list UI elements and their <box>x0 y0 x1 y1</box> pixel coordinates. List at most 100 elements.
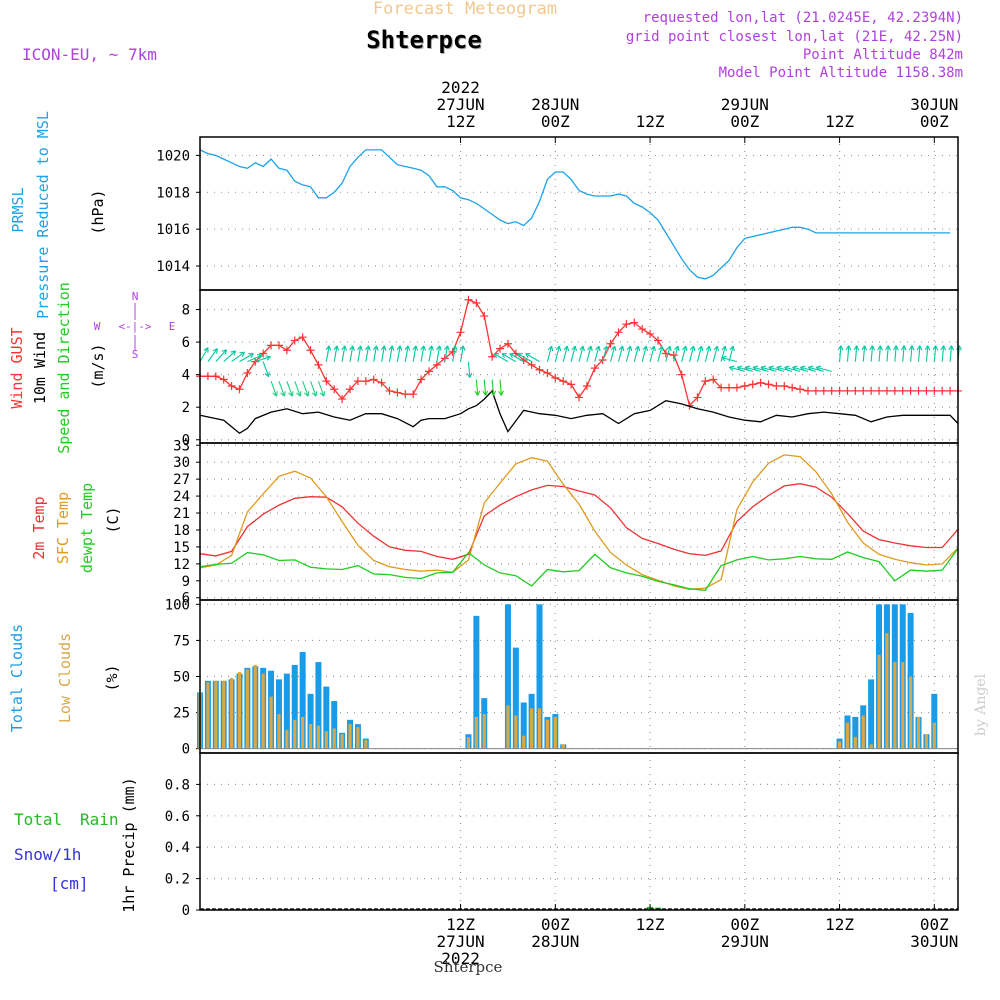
gust-marker <box>567 380 576 389</box>
gust-marker <box>393 388 402 397</box>
low-cloud-bar <box>537 708 542 749</box>
low-cloud-bar <box>316 725 321 749</box>
y-tick-label: 50 <box>173 670 190 686</box>
wind-arrowhead <box>776 365 782 372</box>
gust-marker <box>582 382 591 391</box>
gust-marker <box>725 383 734 392</box>
wind-arrow <box>286 380 293 397</box>
y-tick-label: 0.8 <box>165 777 190 793</box>
panel-frame <box>199 752 959 911</box>
gust-marker <box>780 382 789 391</box>
gust-marker <box>717 383 726 392</box>
gust-marker <box>835 386 844 395</box>
top-tick-label: 2022 <box>441 78 480 97</box>
wind-arrowhead <box>365 345 371 351</box>
wind-arrow <box>886 345 889 362</box>
wind-arrow <box>412 345 417 362</box>
wind-arrowhead <box>932 345 939 351</box>
y-tick-label: 2 <box>182 400 190 416</box>
wind-arrowhead <box>784 365 790 372</box>
wind-arrow <box>381 345 385 362</box>
wind-arrowhead <box>892 345 899 351</box>
wind-arrow <box>223 350 236 363</box>
low-cloud-bar <box>301 716 305 749</box>
wind-arrow <box>902 345 905 362</box>
gust-marker <box>859 386 868 395</box>
total-cloud-bar <box>323 686 330 749</box>
gust-marker <box>369 375 378 384</box>
y-tick-label: 1014 <box>156 259 190 275</box>
bottom-tick-label: 00Z <box>920 915 949 934</box>
pressure-line <box>199 149 951 280</box>
wind-arrowhead <box>288 391 294 397</box>
wind-arrow <box>444 345 449 362</box>
low-cloud-bar <box>869 744 873 749</box>
wind-arrowhead <box>555 345 562 352</box>
wind-arrowhead <box>265 355 271 361</box>
gust-marker <box>424 367 433 376</box>
gust-marker <box>227 382 236 391</box>
wind-arrowhead <box>658 345 664 352</box>
total-cloud-bar <box>504 604 511 749</box>
wind-arrow <box>365 345 370 362</box>
wind-arrow <box>420 345 425 362</box>
wind-arrowhead <box>466 372 473 378</box>
model-altitude: Model Point Altitude 1158.38m <box>719 65 963 81</box>
wind-10m-label: 10m Wind <box>31 332 49 404</box>
low-cloud-bar <box>901 662 905 749</box>
wind-arrow <box>839 345 842 362</box>
pressure-reduced-label: Pressure Reduced to MSL <box>34 111 52 319</box>
wind-arrow <box>641 346 647 362</box>
wind-arrowhead <box>304 391 310 397</box>
compass-w: W <box>94 320 101 333</box>
wind-arrowhead <box>256 354 263 360</box>
gust-marker <box>867 386 876 395</box>
compass-n: N <box>132 290 139 303</box>
wind-arrow <box>949 345 953 362</box>
wind-arrowhead <box>563 345 570 352</box>
wind-arrow <box>199 347 209 362</box>
wind-arrowhead <box>689 345 696 352</box>
total-clouds-label: Total Clouds <box>8 624 26 732</box>
gust-marker <box>843 386 852 395</box>
top-tick-label: 12Z <box>825 112 854 131</box>
gust-marker <box>748 380 757 389</box>
wind-arrow <box>341 345 346 362</box>
wind-arrow <box>704 346 711 362</box>
gust-marker <box>740 382 749 391</box>
gust-marker <box>819 386 828 395</box>
subtitle: Forecast Meteogram <box>373 0 557 19</box>
snow-label: Snow/1h <box>14 845 81 864</box>
y-tick-label: 27 <box>173 472 190 488</box>
bottom-tick-label: 29JUN <box>721 932 769 951</box>
wind-arrow <box>728 346 734 362</box>
low-cloud-bar <box>245 669 249 749</box>
sfc-temp-line <box>199 454 959 590</box>
wind-arrowhead <box>451 345 458 351</box>
low-cloud-bar <box>222 680 226 749</box>
low-cloud-bar <box>845 722 850 749</box>
wind-arrow <box>349 345 354 362</box>
wind-arrowhead <box>587 345 593 352</box>
gust-marker <box>575 393 583 402</box>
wind-arrow <box>404 345 409 362</box>
wind-arrow <box>941 345 945 362</box>
wind-arrow <box>317 380 325 397</box>
low-cloud-bar <box>332 728 336 749</box>
wind-arrowhead <box>650 345 656 352</box>
total-cloud-bar <box>473 615 480 749</box>
gust-marker <box>488 352 497 361</box>
bottom-tick-label: 00Z <box>541 915 570 934</box>
y-tick-label: 12 <box>173 557 190 573</box>
wind-arrow <box>594 346 600 362</box>
wind-arrowhead <box>744 365 751 372</box>
gust-marker <box>298 333 307 342</box>
celsius-label: (C) <box>104 506 122 533</box>
wind-arrow <box>302 380 309 397</box>
gust-marker <box>653 336 662 345</box>
top-tick-label: 00Z <box>541 112 570 131</box>
wind-arrow <box>310 380 317 397</box>
wind-arrow <box>475 379 479 396</box>
wind-arrow <box>878 345 881 362</box>
